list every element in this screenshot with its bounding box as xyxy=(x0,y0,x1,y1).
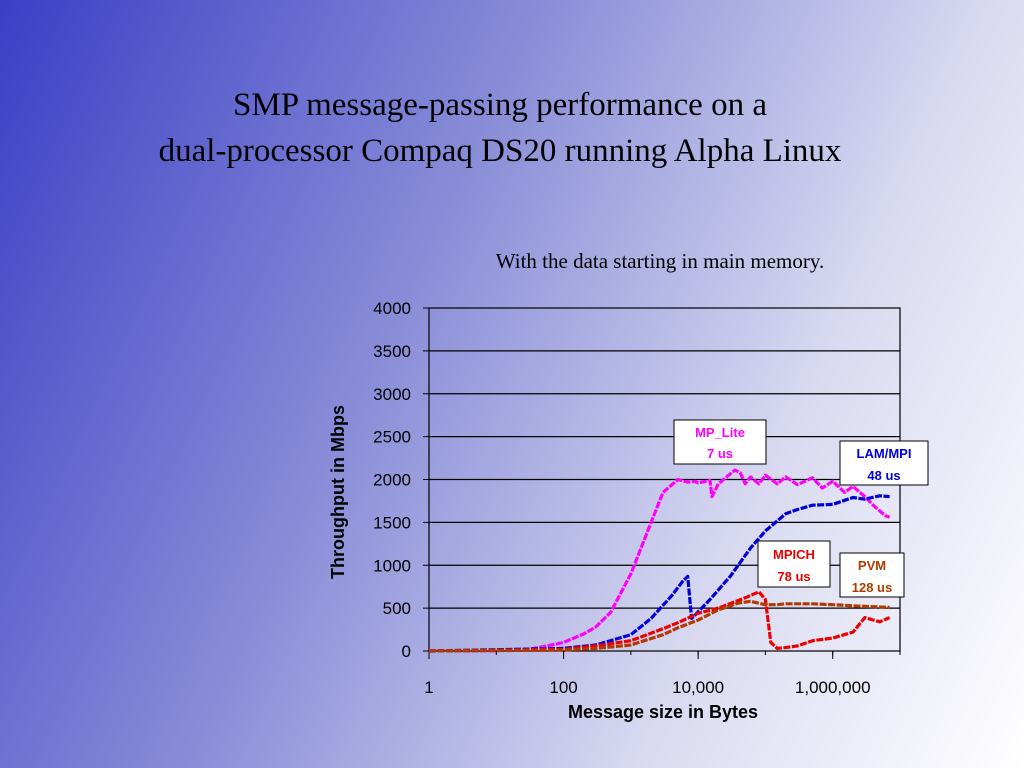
label-mpich-name: MPICH xyxy=(773,547,815,562)
y-axis-title: Throughput in Mbps xyxy=(328,405,348,579)
label-lam-mpi-latency: 48 us xyxy=(867,468,900,483)
y-tick-label-0: 0 xyxy=(402,642,411,661)
grid-lines xyxy=(429,350,900,609)
y-tick-label-8: 4000 xyxy=(373,299,411,318)
label-pvm-latency: 128 us xyxy=(852,580,892,595)
y-tick-label-6: 3000 xyxy=(373,385,411,404)
label-lam-mpi: LAM/MPI 48 us xyxy=(839,440,929,486)
label-mp-lite-box xyxy=(673,419,767,465)
label-mp-lite: MP_Lite 7 us xyxy=(673,419,767,465)
x-axis-title: Message size in Bytes xyxy=(568,702,758,722)
slide-title: SMP message-passing performance on a dua… xyxy=(0,82,1000,174)
label-mp-lite-name: MP_Lite xyxy=(695,425,745,440)
label-mpich-latency: 78 us xyxy=(777,569,810,584)
label-pvm-box xyxy=(839,552,905,598)
series-line-pvm xyxy=(428,599,890,653)
y-tick-label-7: 3500 xyxy=(373,342,411,361)
y-tick-label-5: 2500 xyxy=(373,428,411,447)
title-line-1: SMP message-passing performance on a xyxy=(233,87,767,123)
x-tick-label-0: 1 xyxy=(424,678,433,697)
x-tick-label-2: 10,000 xyxy=(672,678,724,697)
series-line-lam-mpi xyxy=(428,494,890,653)
series-line-mp-lite xyxy=(428,468,891,653)
label-mpich: MPICH 78 us xyxy=(757,540,831,588)
series-lines xyxy=(428,468,891,653)
title-line-2: dual-processor Compaq DS20 running Alpha… xyxy=(158,133,842,169)
y-tick-label-2: 1000 xyxy=(373,556,411,575)
label-pvm-name: PVM xyxy=(858,558,886,573)
y-tick-label-4: 2000 xyxy=(373,471,411,490)
label-mpich-box xyxy=(757,540,831,588)
series-line-mpich xyxy=(428,590,891,653)
chart-subtitle: With the data starting in main memory. xyxy=(495,249,825,273)
y-tick-label-1: 500 xyxy=(383,599,411,618)
label-pvm: PVM 128 us xyxy=(839,552,905,598)
y-tick-label-3: 1500 xyxy=(373,513,411,532)
x-axis-ticks: 1 100 10,000 1,000,000 xyxy=(424,651,901,697)
label-lam-mpi-name: LAM/MPI xyxy=(857,446,912,461)
x-tick-label-3: 1,000,000 xyxy=(795,678,871,697)
y-axis-ticks: 0 500 1000 1500 2000 2500 3000 3500 4000 xyxy=(373,299,429,661)
x-tick-label-1: 100 xyxy=(549,678,577,697)
label-lam-mpi-box xyxy=(839,440,929,486)
label-mp-lite-latency: 7 us xyxy=(707,446,733,461)
